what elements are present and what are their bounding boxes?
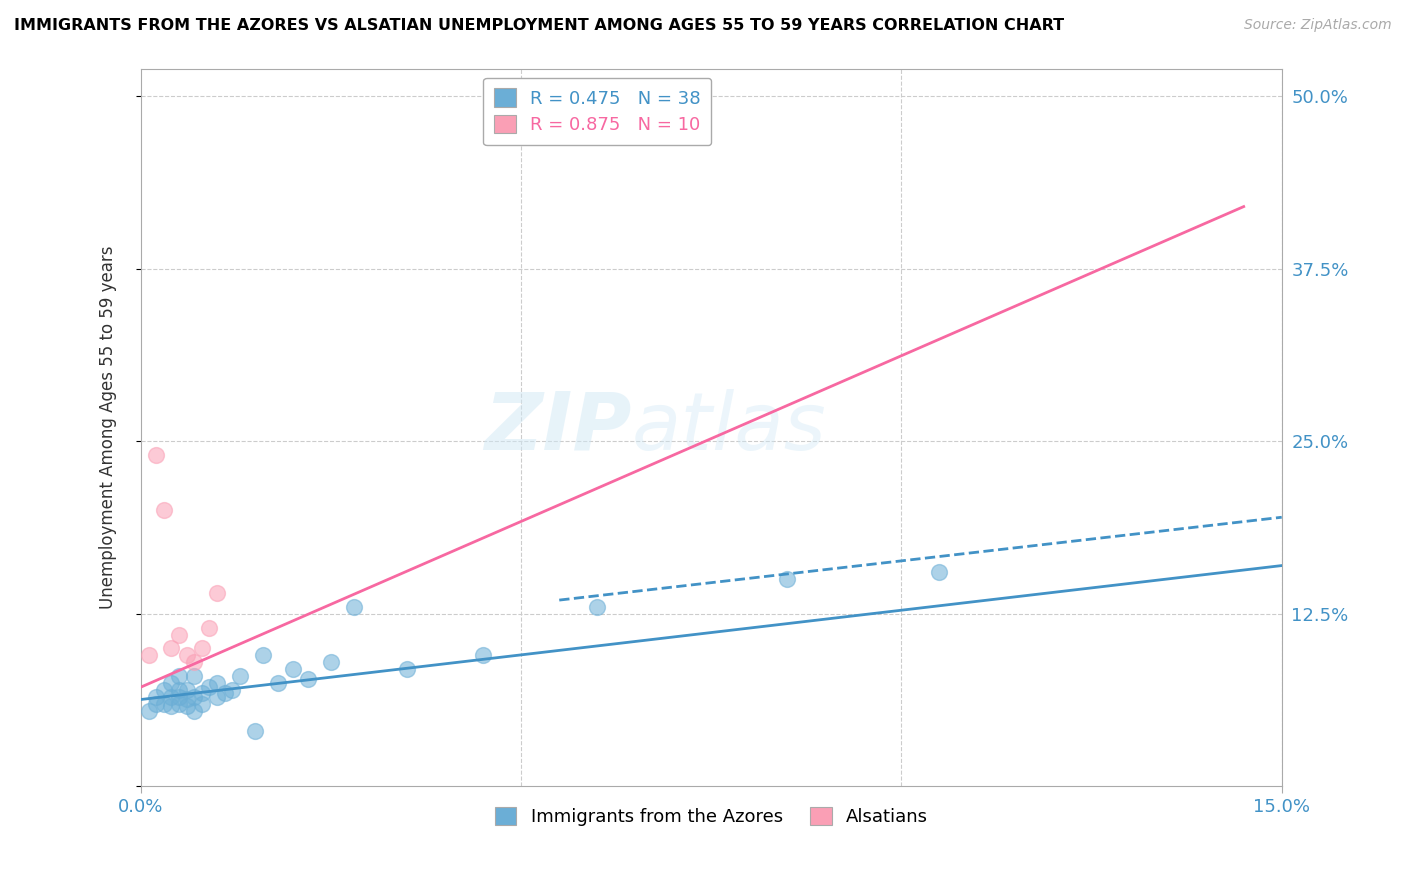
Point — [191, 697, 214, 711]
Point — [205, 676, 228, 690]
Point — [176, 699, 198, 714]
Point — [281, 662, 304, 676]
Point — [160, 676, 183, 690]
Point — [167, 697, 190, 711]
Point — [160, 699, 183, 714]
Point — [145, 697, 167, 711]
Point — [198, 621, 221, 635]
Text: IMMIGRANTS FROM THE AZORES VS ALSATIAN UNEMPLOYMENT AMONG AGES 55 TO 59 YEARS CO: IMMIGRANTS FROM THE AZORES VS ALSATIAN U… — [14, 18, 1064, 33]
Point — [145, 448, 167, 462]
Point — [167, 627, 190, 641]
Point — [152, 682, 174, 697]
Point — [343, 599, 366, 614]
Point — [198, 680, 221, 694]
Point — [152, 697, 174, 711]
Point — [229, 669, 252, 683]
Point — [243, 724, 266, 739]
Point — [183, 690, 205, 704]
Text: Source: ZipAtlas.com: Source: ZipAtlas.com — [1244, 18, 1392, 32]
Point — [138, 704, 160, 718]
Point — [297, 672, 319, 686]
Point — [221, 682, 243, 697]
Text: ZIP: ZIP — [484, 389, 631, 467]
Point — [191, 685, 214, 699]
Point — [138, 648, 160, 663]
Point — [183, 655, 205, 669]
Point — [267, 676, 290, 690]
Y-axis label: Unemployment Among Ages 55 to 59 years: Unemployment Among Ages 55 to 59 years — [100, 246, 117, 609]
Point — [205, 586, 228, 600]
Point — [252, 648, 274, 663]
Point — [183, 704, 205, 718]
Point — [176, 682, 198, 697]
Point — [191, 641, 214, 656]
Point — [319, 655, 342, 669]
Point — [167, 682, 190, 697]
Point — [160, 690, 183, 704]
Point — [205, 690, 228, 704]
Point — [160, 641, 183, 656]
Point — [396, 662, 419, 676]
Text: atlas: atlas — [631, 389, 827, 467]
Point — [167, 669, 190, 683]
Point — [176, 648, 198, 663]
Point — [472, 648, 495, 663]
Point — [776, 573, 799, 587]
Point — [214, 685, 236, 699]
Point — [176, 692, 198, 706]
Legend: Immigrants from the Azores, Alsatians: Immigrants from the Azores, Alsatians — [485, 797, 936, 835]
Point — [183, 669, 205, 683]
Point — [152, 503, 174, 517]
Point — [928, 566, 950, 580]
Point — [586, 599, 609, 614]
Point — [167, 690, 190, 704]
Point — [145, 690, 167, 704]
